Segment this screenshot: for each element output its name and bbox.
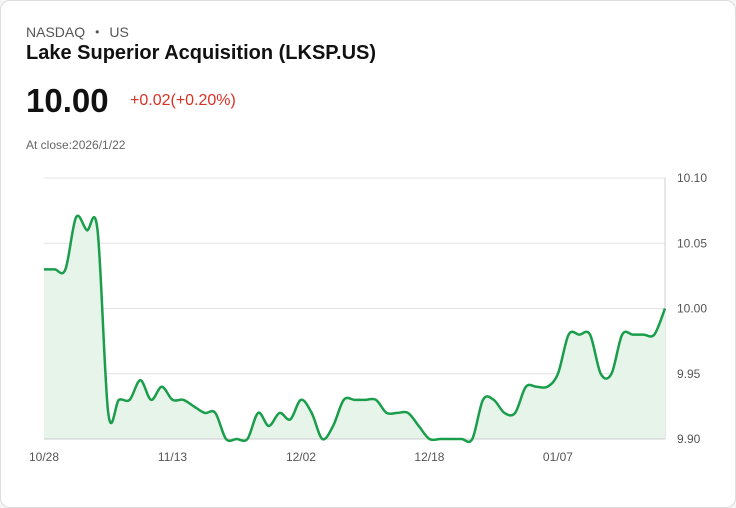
x-tick-label: 12/02 bbox=[286, 450, 316, 464]
last-price: 10.00 bbox=[26, 82, 109, 119]
close-label: At close: bbox=[26, 138, 73, 152]
page-title: Lake Superior Acquisition (LKSP.US) bbox=[26, 42, 377, 64]
exchange-line: NASDAQ • US bbox=[26, 24, 129, 40]
x-tick-label: 01/07 bbox=[543, 450, 573, 464]
separator-dot: • bbox=[95, 25, 100, 39]
y-tick-label: 10.05 bbox=[677, 236, 707, 250]
x-tick-label: 10/28 bbox=[29, 450, 59, 464]
y-tick-label: 10.00 bbox=[677, 302, 707, 316]
x-tick-label: 11/13 bbox=[158, 450, 187, 464]
price-change: +0.02(+0.20%) bbox=[130, 92, 236, 109]
region-label: US bbox=[109, 24, 129, 40]
price-area-fill bbox=[44, 215, 665, 442]
y-tick-label: 9.95 bbox=[677, 367, 701, 381]
y-tick-label: 9.90 bbox=[677, 432, 701, 446]
exchange-label: NASDAQ bbox=[26, 24, 86, 40]
close-info: At close:2026/1/22 bbox=[26, 138, 125, 152]
x-tick-label: 12/18 bbox=[414, 450, 444, 464]
y-tick-label: 10.10 bbox=[677, 171, 707, 185]
close-date: 2026/1/22 bbox=[72, 138, 126, 152]
price-line bbox=[44, 214, 667, 444]
